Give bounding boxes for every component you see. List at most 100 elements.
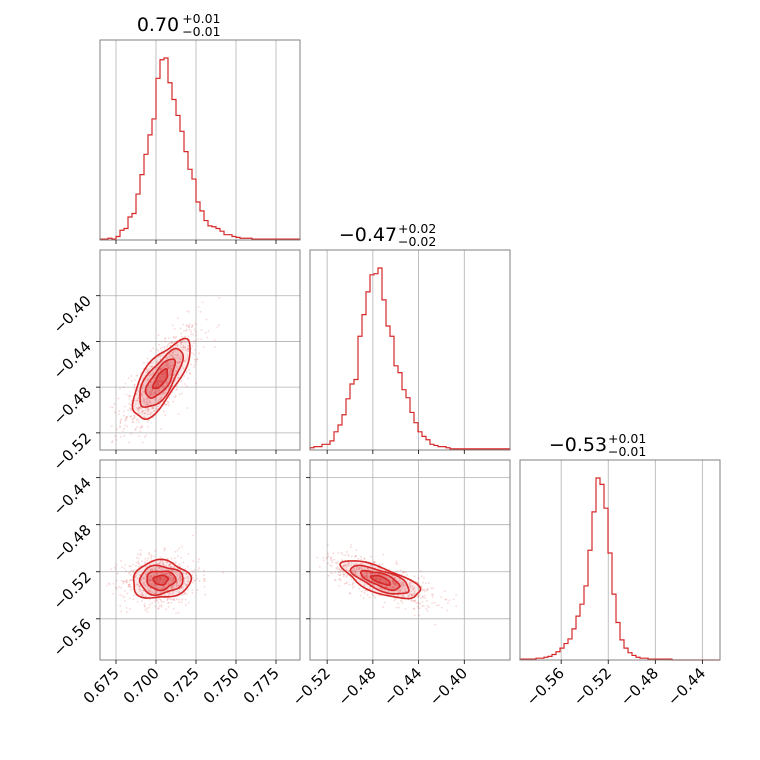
- sample-point: [129, 395, 132, 398]
- sample-point: [193, 569, 196, 572]
- sample-point: [203, 580, 205, 583]
- sample-point: [322, 556, 325, 559]
- sample-point: [121, 579, 123, 582]
- sample-point: [130, 415, 132, 417]
- sample-point: [412, 599, 415, 602]
- sample-point: [147, 410, 150, 413]
- sample-point: [374, 596, 377, 599]
- x-tick-label: 0.700: [120, 664, 163, 707]
- sample-point: [422, 581, 424, 584]
- sample-point: [422, 604, 425, 607]
- sample-point: [180, 332, 183, 335]
- sample-point: [164, 376, 166, 378]
- sample-point: [180, 343, 183, 346]
- sample-point: [344, 565, 347, 568]
- sample-point: [424, 588, 426, 591]
- sample-point: [159, 578, 162, 581]
- sample-point: [399, 590, 402, 592]
- sample-point: [370, 564, 373, 567]
- sample-point: [164, 370, 167, 373]
- sample-point: [158, 567, 160, 570]
- sample-point: [142, 384, 145, 386]
- sample-point: [170, 367, 173, 370]
- sample-point: [333, 558, 336, 561]
- sample-point: [192, 340, 195, 342]
- sample-point: [165, 573, 168, 576]
- sample-point: [177, 355, 180, 358]
- sample-point: [396, 570, 399, 573]
- sample-point: [125, 570, 127, 572]
- sample-point: [164, 577, 167, 580]
- sample-point: [143, 401, 146, 404]
- histogram-step-line: [519, 477, 720, 661]
- sample-point: [354, 554, 357, 557]
- sample-point: [170, 585, 173, 588]
- sample-point: [127, 585, 130, 588]
- sample-point: [373, 561, 376, 564]
- sample-point: [151, 366, 153, 368]
- sample-point: [139, 430, 141, 433]
- sample-point: [159, 598, 161, 601]
- sample-point: [193, 364, 196, 367]
- sample-point: [151, 407, 154, 410]
- sample-point: [149, 590, 152, 593]
- sample-point: [354, 555, 357, 558]
- sample-point: [157, 383, 159, 386]
- sample-point: [163, 364, 166, 367]
- sample-point: [342, 564, 345, 567]
- sample-point: [123, 410, 125, 413]
- sample-point: [171, 341, 174, 344]
- sample-point: [174, 395, 177, 398]
- y-tick-label: −0.40: [50, 292, 95, 337]
- sample-point: [152, 407, 155, 409]
- sample-point: [434, 623, 437, 626]
- sample-point: [426, 589, 428, 592]
- sample-point: [385, 581, 388, 584]
- sample-point: [156, 573, 158, 576]
- sample-point: [119, 593, 122, 596]
- sample-point: [354, 573, 357, 576]
- sample-point: [160, 368, 163, 370]
- sample-point: [415, 601, 417, 604]
- sample-point: [158, 580, 161, 583]
- sample-point: [178, 598, 181, 601]
- sample-point: [412, 600, 415, 603]
- sample-point: [197, 560, 200, 563]
- sample-point: [136, 374, 139, 377]
- sample-point: [346, 581, 348, 584]
- sample-point: [345, 566, 348, 569]
- sample-point: [423, 594, 426, 597]
- sample-point: [128, 583, 131, 586]
- sample-point: [413, 575, 416, 578]
- sample-point: [167, 575, 170, 578]
- sample-point: [159, 369, 162, 371]
- sample-point: [141, 594, 144, 596]
- sample-point: [402, 594, 405, 597]
- sample-point: [118, 410, 121, 413]
- sample-point: [158, 604, 161, 607]
- sample-point: [115, 579, 118, 582]
- sample-point: [392, 585, 395, 588]
- sample-point: [193, 579, 196, 582]
- panel-title-0: 0.70 +0.01−0.01: [137, 11, 221, 39]
- sample-point: [156, 580, 158, 583]
- sample-point: [347, 564, 350, 567]
- x-tick-label: −0.56: [523, 664, 568, 709]
- sample-point: [331, 559, 334, 562]
- sample-point: [177, 376, 180, 379]
- sample-point: [180, 575, 182, 578]
- sample-point: [116, 572, 119, 575]
- sample-point: [173, 599, 176, 602]
- sample-point: [162, 384, 164, 387]
- sample-point: [401, 599, 403, 601]
- y-tick-label: −0.44: [50, 474, 95, 519]
- sample-point: [139, 406, 141, 409]
- sample-point: [177, 373, 180, 376]
- sample-point: [145, 389, 148, 392]
- sample-point: [138, 435, 141, 437]
- sample-point: [179, 576, 181, 579]
- sample-point: [148, 551, 151, 554]
- sample-point: [366, 573, 369, 576]
- sample-point: [117, 397, 120, 400]
- sample-point: [166, 561, 169, 564]
